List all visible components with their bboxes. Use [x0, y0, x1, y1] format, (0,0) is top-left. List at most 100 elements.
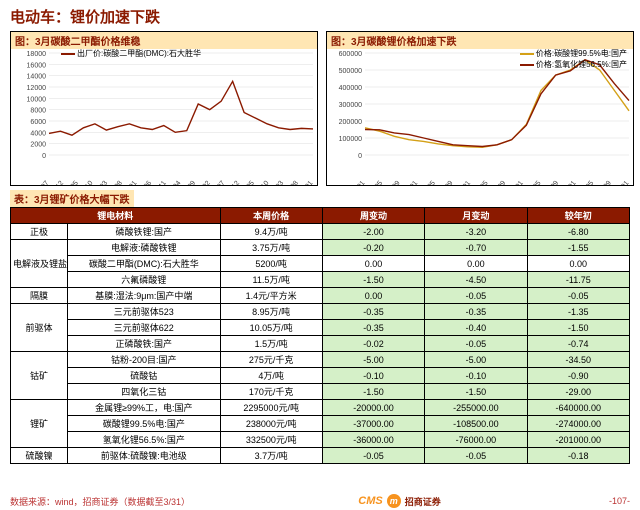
logo: CMS m 招商证券: [358, 494, 440, 508]
change-cell: -76000.00: [425, 432, 527, 448]
price-cell: 3.75万/吨: [220, 240, 322, 256]
change-cell: -1.50: [322, 384, 424, 400]
change-cell: -1.50: [425, 384, 527, 400]
price-cell: 9.4万/吨: [220, 224, 322, 240]
material-cell: 钴粉-200目:国产: [68, 352, 220, 368]
svg-text:600000: 600000: [339, 51, 362, 58]
change-cell: -255000.00: [425, 400, 527, 416]
change-cell: -0.40: [425, 320, 527, 336]
col-header: 月变动: [425, 208, 527, 224]
material-cell: 前驱体:硫酸镍:电池级: [68, 448, 220, 464]
logo-icon: m: [387, 494, 401, 508]
price-cell: 275元/千克: [220, 352, 322, 368]
material-cell: 碳酸二甲酯(DMC):石大胜华: [68, 256, 220, 272]
change-cell: -5.00: [425, 352, 527, 368]
change-cell: -20000.00: [322, 400, 424, 416]
table-row: 钴矿钴粉-200目:国产275元/千克-5.00-5.00-34.50: [11, 352, 630, 368]
change-cell: -0.05: [425, 336, 527, 352]
change-cell: -0.18: [527, 448, 629, 464]
change-cell: -5.00: [322, 352, 424, 368]
price-cell: 3.7万/吨: [220, 448, 322, 464]
svg-text:100000: 100000: [339, 136, 362, 143]
charts-row: 图：3月碳酸二甲酯价格维稳 出厂价:碳酸二甲酯(DMC):石大胜华 020004…: [10, 31, 630, 186]
material-cell: 电解液:磷酸铁锂: [68, 240, 220, 256]
page-num: -107-: [609, 496, 630, 506]
change-cell: -37000.00: [322, 416, 424, 432]
change-cell: -0.10: [425, 368, 527, 384]
price-cell: 1.4元/平方米: [220, 288, 322, 304]
price-cell: 4万/吨: [220, 368, 322, 384]
change-cell: -0.35: [322, 304, 424, 320]
price-cell: 11.5万/吨: [220, 272, 322, 288]
change-cell: -0.90: [527, 368, 629, 384]
svg-text:2015-07: 2015-07: [29, 180, 51, 185]
svg-text:10000: 10000: [27, 96, 47, 103]
change-cell: -4.50: [425, 272, 527, 288]
change-cell: -108500.00: [425, 416, 527, 432]
change-cell: -1.55: [527, 240, 629, 256]
svg-text:4000: 4000: [30, 130, 46, 137]
price-cell: 170元/千克: [220, 384, 322, 400]
change-cell: -0.05: [425, 448, 527, 464]
change-cell: 0.00: [322, 256, 424, 272]
change-cell: -0.10: [322, 368, 424, 384]
cms-text: CMS: [358, 495, 382, 507]
price-cell: 2295000元/吨: [220, 400, 322, 416]
change-cell: -0.74: [527, 336, 629, 352]
material-cell: 磷酸铁锂:国产: [68, 224, 220, 240]
price-cell: 5200/吨: [220, 256, 322, 272]
table-caption: 表：3月锂矿价格大幅下跌: [10, 190, 134, 207]
table-row: 碳酸二甲酯(DMC):石大胜华5200/吨0.000.000.00: [11, 256, 630, 272]
data-source: 数据来源：wind，招商证券（数据截至3/31）: [10, 495, 190, 508]
group-cell: 锂矿: [11, 400, 68, 448]
svg-text:200000: 200000: [339, 119, 362, 126]
change-cell: -0.70: [425, 240, 527, 256]
table-row: 碳酸锂99.5%电:国产238000元/吨-37000.00-108500.00…: [11, 416, 630, 432]
change-cell: -6.80: [527, 224, 629, 240]
footer: 数据来源：wind，招商证券（数据截至3/31） CMS m 招商证券 -107…: [10, 494, 630, 508]
change-cell: 0.00: [425, 256, 527, 272]
svg-text:8000: 8000: [30, 108, 46, 115]
chart2-caption: 图：3月碳酸锂价格加速下跌: [327, 32, 633, 49]
svg-text:500000: 500000: [339, 68, 362, 75]
change-cell: -274000.00: [527, 416, 629, 432]
material-cell: 三元前驱体622: [68, 320, 220, 336]
change-cell: -29.00: [527, 384, 629, 400]
price-cell: 8.95万/吨: [220, 304, 322, 320]
svg-text:300000: 300000: [339, 102, 362, 109]
table-row: 三元前驱体62210.05万/吨-0.35-0.40-1.50: [11, 320, 630, 336]
chart2-legend1: 价格:碳酸锂99.5%电:国产: [536, 49, 627, 58]
change-cell: -0.05: [425, 288, 527, 304]
chart2-legend2: 价格:氢氧化锂56.5%:国产: [536, 60, 627, 69]
change-cell: -3.20: [425, 224, 527, 240]
price-cell: 238000元/吨: [220, 416, 322, 432]
table-row: 硫酸镍前驱体:硫酸镍:电池级3.7万/吨-0.05-0.05-0.18: [11, 448, 630, 464]
group-cell: 电解液及锂盐: [11, 240, 68, 288]
chart1-svg: 0200040006000800010000120001400016000180…: [11, 49, 317, 185]
change-cell: -36000.00: [322, 432, 424, 448]
col-header: 周变动: [322, 208, 424, 224]
price-cell: 1.5万/吨: [220, 336, 322, 352]
table-row: 电解液及锂盐电解液:磷酸铁锂3.75万/吨-0.20-0.70-1.55: [11, 240, 630, 256]
svg-text:0: 0: [358, 153, 362, 160]
change-cell: -0.02: [322, 336, 424, 352]
table-row: 正磷酸铁:国产1.5万/吨-0.02-0.05-0.74: [11, 336, 630, 352]
table-row: 前驱体三元前驱体5238.95万/吨-0.35-0.35-1.35: [11, 304, 630, 320]
material-cell: 四氧化三钴: [68, 384, 220, 400]
svg-text:2018-01: 2018-01: [345, 180, 367, 185]
chart-lithium: 图：3月碳酸锂价格加速下跌 价格:碳酸锂99.5%电:国产 价格:氢氧化锂56.…: [326, 31, 634, 186]
change-cell: -640000.00: [527, 400, 629, 416]
svg-text:400000: 400000: [339, 85, 362, 92]
change-cell: -201000.00: [527, 432, 629, 448]
group-cell: 钴矿: [11, 352, 68, 400]
svg-text:2000: 2000: [30, 142, 46, 149]
price-cell: 10.05万/吨: [220, 320, 322, 336]
col-header: 本周价格: [220, 208, 322, 224]
table-row: 四氧化三钴170元/千克-1.50-1.50-29.00: [11, 384, 630, 400]
change-cell: -1.50: [322, 272, 424, 288]
material-cell: 硫酸钴: [68, 368, 220, 384]
change-cell: -1.50: [527, 320, 629, 336]
change-cell: -0.35: [425, 304, 527, 320]
col-header: 较年初: [527, 208, 629, 224]
chart1-caption: 图：3月碳酸二甲酯价格维稳: [11, 32, 317, 49]
